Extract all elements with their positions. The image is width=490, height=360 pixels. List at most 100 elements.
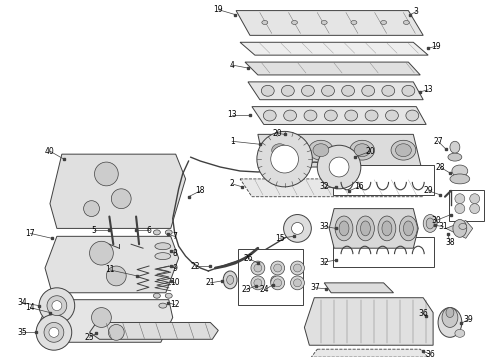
Ellipse shape [423,215,437,232]
Circle shape [52,301,62,311]
Text: 20: 20 [273,129,282,138]
Circle shape [291,261,304,275]
Ellipse shape [321,85,335,96]
Text: 3: 3 [414,7,419,16]
Polygon shape [236,10,423,35]
Polygon shape [245,62,420,75]
Circle shape [44,323,64,342]
Ellipse shape [155,253,171,260]
Polygon shape [304,298,433,345]
Ellipse shape [301,85,315,96]
Text: 1: 1 [230,137,235,146]
Circle shape [111,189,131,208]
Text: 15: 15 [275,234,285,243]
Text: 2: 2 [230,179,235,188]
Ellipse shape [406,110,419,121]
Text: 30: 30 [431,216,441,225]
Text: 9: 9 [172,264,177,273]
Polygon shape [311,349,428,357]
Ellipse shape [153,293,160,298]
Text: 7: 7 [172,232,177,241]
Text: 24: 24 [260,285,270,294]
FancyBboxPatch shape [333,237,434,267]
Text: 27: 27 [433,137,443,146]
Text: 29: 29 [423,186,433,195]
Ellipse shape [321,21,327,24]
Ellipse shape [223,271,237,289]
Circle shape [108,324,124,340]
Polygon shape [446,220,473,238]
Text: 32: 32 [319,257,329,266]
Ellipse shape [165,230,172,235]
Ellipse shape [155,243,171,250]
Ellipse shape [453,220,467,237]
Ellipse shape [165,293,172,298]
Circle shape [292,222,303,234]
Ellipse shape [403,221,413,236]
Ellipse shape [426,218,434,229]
Circle shape [257,131,312,187]
Circle shape [329,157,349,177]
Polygon shape [38,300,173,342]
Circle shape [294,264,301,272]
Text: 38: 38 [445,238,455,247]
Circle shape [36,315,72,350]
Circle shape [251,276,265,290]
Ellipse shape [399,216,417,241]
Ellipse shape [159,303,167,308]
Text: 34: 34 [17,298,27,307]
Ellipse shape [361,221,370,236]
Ellipse shape [382,85,395,96]
Text: 28: 28 [435,162,445,171]
Circle shape [470,204,480,213]
Ellipse shape [254,278,262,288]
Ellipse shape [354,144,370,157]
Circle shape [470,194,480,204]
Text: 13: 13 [423,85,433,94]
Ellipse shape [227,275,234,284]
Ellipse shape [402,85,415,96]
Circle shape [47,296,67,315]
Polygon shape [252,107,426,125]
Text: 37: 37 [311,283,320,292]
Ellipse shape [450,174,470,184]
Ellipse shape [362,85,375,96]
Ellipse shape [339,221,349,236]
Ellipse shape [446,307,454,318]
Ellipse shape [272,144,288,157]
Polygon shape [324,283,393,293]
Text: 5: 5 [91,226,96,235]
Circle shape [294,279,301,287]
Circle shape [317,145,361,189]
Ellipse shape [442,307,458,327]
Circle shape [39,288,74,323]
Text: 14: 14 [25,303,35,312]
Text: 17: 17 [25,229,35,238]
Ellipse shape [438,307,462,337]
Circle shape [455,194,465,204]
Circle shape [291,276,304,290]
Ellipse shape [267,140,292,160]
Text: 16: 16 [354,182,364,191]
Circle shape [455,204,465,213]
Circle shape [49,327,59,337]
Text: 4: 4 [230,60,235,69]
Polygon shape [50,154,186,228]
Polygon shape [240,42,428,55]
Text: 22: 22 [191,261,200,270]
Text: 31: 31 [438,222,448,231]
Text: 20: 20 [366,147,375,156]
FancyBboxPatch shape [449,190,484,221]
Text: 6: 6 [147,226,151,235]
Circle shape [271,261,285,275]
Text: 36: 36 [425,350,435,359]
Circle shape [106,266,126,286]
Text: 18: 18 [196,186,205,195]
Ellipse shape [357,216,374,241]
Polygon shape [329,208,418,248]
Text: 36: 36 [418,309,428,318]
Text: 19: 19 [214,5,223,14]
Ellipse shape [284,110,296,121]
Text: 26: 26 [243,253,253,262]
Ellipse shape [386,110,398,121]
